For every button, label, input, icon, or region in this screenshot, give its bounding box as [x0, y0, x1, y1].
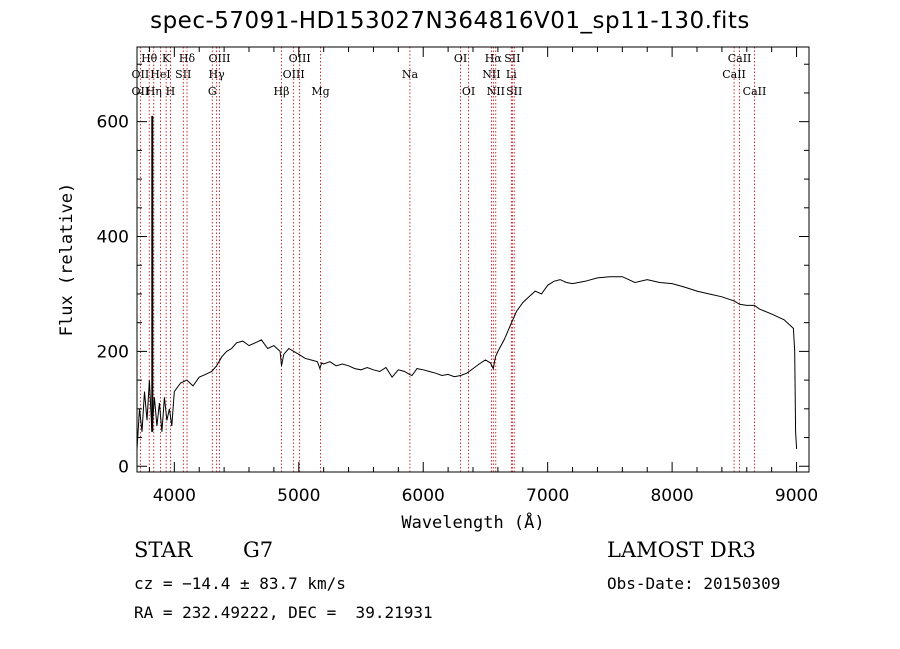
- y-tick-label: 600: [97, 113, 129, 133]
- survey-name: LAMOST DR3: [607, 538, 756, 562]
- line-id-label: Li: [506, 68, 517, 81]
- line-id-label: H: [166, 85, 176, 98]
- line-id-label: K: [162, 52, 171, 65]
- redshift-cz: cz = −14.4 ± 83.7 km/s: [134, 574, 346, 593]
- observation-date: Obs-Date: 20150309: [607, 574, 781, 593]
- line-id-label: CaII: [722, 68, 746, 81]
- object-subclass: G7: [243, 538, 274, 562]
- line-id-label: OII: [132, 85, 150, 98]
- x-tick-label: 6000: [402, 486, 445, 506]
- line-id-label: Hα: [485, 52, 503, 65]
- x-tick-label: 8000: [650, 486, 693, 506]
- line-id-label: OI: [454, 52, 467, 65]
- figure-title: spec-57091-HD153027N364816V01_sp11-130.f…: [150, 8, 750, 34]
- x-axis-label: Wavelength (Å): [401, 511, 544, 533]
- line-id-label: Hη: [146, 85, 162, 98]
- y-tick-label: 0: [118, 457, 129, 477]
- line-id-label: G: [208, 85, 217, 98]
- y-tick-label: 200: [97, 342, 129, 362]
- ra-dec: RA = 232.49222, DEC = 39.21931: [134, 603, 433, 622]
- line-id-label: Hγ: [209, 68, 226, 81]
- line-id-label: OIII: [289, 52, 311, 65]
- line-id-label: Mg: [311, 85, 329, 98]
- x-tick-label: 7000: [526, 486, 569, 506]
- y-axis-label: Flux (relative): [57, 183, 77, 337]
- line-id-label: SII: [506, 85, 522, 98]
- line-id-label: Na: [402, 68, 419, 81]
- x-tick-label: 4000: [153, 486, 196, 506]
- line-id-label: OII: [132, 68, 150, 81]
- object-class: STAR: [134, 538, 193, 562]
- plot-frame: [136, 46, 810, 473]
- line-id-label: Hθ: [141, 52, 158, 65]
- line-id-label: HeI: [150, 68, 170, 81]
- line-id-label: CaII: [728, 52, 752, 65]
- x-tick-label: 5000: [277, 486, 320, 506]
- line-id-label: NII: [487, 85, 505, 98]
- line-id-label: CaII: [743, 85, 767, 98]
- line-id-label: Hδ: [179, 52, 196, 65]
- line-id-label: SII: [504, 52, 520, 65]
- line-id-label: SII: [175, 68, 191, 81]
- line-id-label: NII: [482, 68, 500, 81]
- line-id-label: OI: [462, 85, 475, 98]
- line-id-label: Hβ: [274, 85, 290, 98]
- y-tick-label: 400: [97, 228, 129, 248]
- line-id-label: OIII: [283, 68, 305, 81]
- x-tick-label: 9000: [775, 486, 818, 506]
- line-id-label: OIII: [208, 52, 230, 65]
- spectrum-line: [136, 276, 798, 450]
